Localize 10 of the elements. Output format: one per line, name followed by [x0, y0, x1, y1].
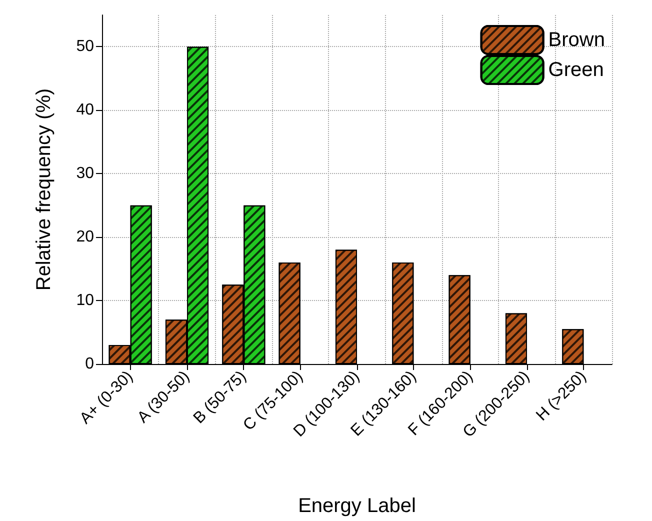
y-tick-label: 40	[76, 102, 94, 119]
y-tick-label: 0	[85, 356, 94, 372]
y-tick-label: 50	[76, 38, 94, 56]
y-axis-title: Relative frequency (%)	[33, 88, 55, 291]
y-tick-label: 10	[76, 292, 94, 310]
x-axis-title: Energy Label	[298, 495, 416, 517]
y-tick-label: 30	[76, 165, 94, 182]
legend-label: Green	[548, 59, 604, 81]
legend-label: Brown	[548, 29, 606, 51]
y-tick-label: 20	[76, 228, 94, 246]
